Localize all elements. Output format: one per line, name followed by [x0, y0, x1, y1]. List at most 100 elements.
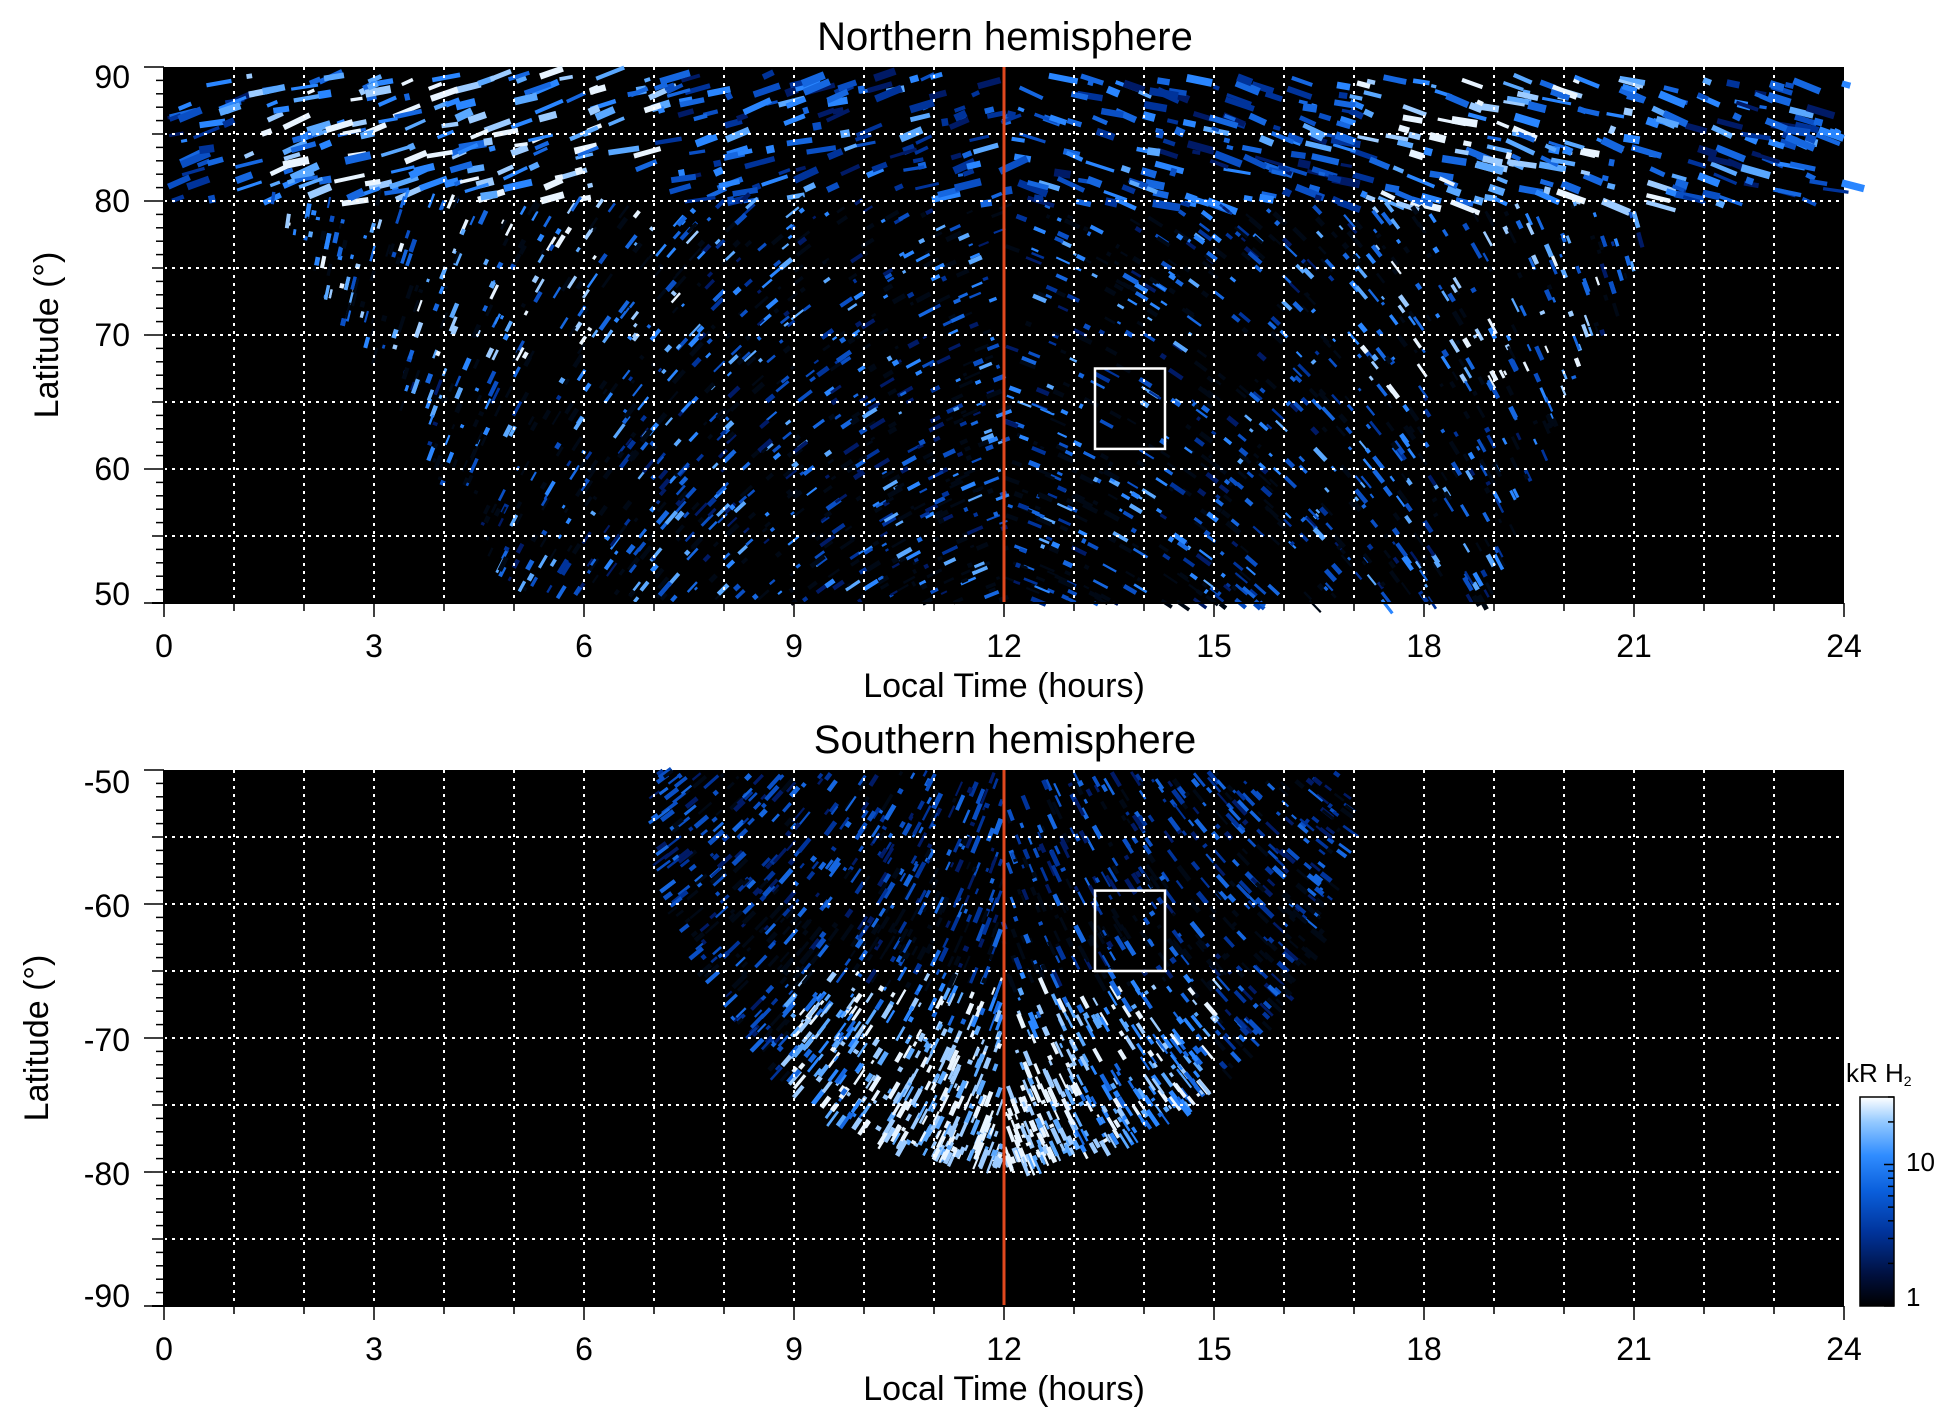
emission-streak [298, 176, 324, 189]
emission-streak [218, 95, 247, 110]
emission-streak [493, 127, 519, 138]
emission-streak [783, 113, 806, 126]
emission-streak [1143, 100, 1168, 113]
emission-streak [1592, 211, 1598, 218]
emission-streak [1211, 126, 1220, 133]
emission-streak [802, 78, 831, 96]
emission-streak [950, 152, 962, 161]
emission-streak [1080, 73, 1105, 86]
emission-streak [1236, 73, 1254, 87]
emission-streak [1166, 118, 1179, 125]
emission-streak [540, 249, 545, 255]
emission-streak [744, 155, 776, 170]
emission-streak [527, 133, 554, 143]
emission-streak [1286, 85, 1313, 100]
emission-streak [1516, 131, 1536, 143]
emission-streak [167, 174, 191, 190]
emission-streak [577, 145, 599, 158]
emission-streak [873, 457, 891, 470]
emission-streak [390, 165, 415, 174]
emission-streak [403, 93, 411, 101]
emission-streak [1564, 140, 1585, 150]
emission-streak [234, 171, 254, 185]
emission-streak [680, 73, 701, 83]
emission-streak [364, 178, 381, 187]
emission-streak [966, 160, 982, 170]
emission-streak [1402, 114, 1423, 124]
emission-streak [1156, 147, 1179, 160]
emission-streak [1332, 143, 1357, 153]
north-x-tick-9: 9 [785, 628, 803, 664]
emission-streak [998, 155, 1029, 175]
emission-streak [826, 88, 849, 104]
emission-streak [1805, 104, 1836, 120]
emission-streak [1471, 581, 1480, 591]
emission-streak [1271, 169, 1287, 177]
emission-streak [1428, 131, 1447, 144]
emission-streak [1186, 140, 1216, 155]
emission-streak [534, 140, 550, 151]
emission-streak [168, 131, 184, 138]
emission-streak [860, 318, 876, 330]
emission-streak [1655, 115, 1680, 128]
emission-streak [502, 166, 529, 181]
emission-streak [837, 79, 858, 92]
emission-streak [323, 72, 345, 82]
emission-streak [1304, 140, 1332, 152]
south-panel: Southern hemisphere 0 3 6 9 12 15 18 21 … [18, 718, 1862, 1408]
emission-streak [962, 168, 975, 177]
emission-streak [725, 332, 732, 339]
emission-streak [444, 97, 461, 108]
emission-streak [1512, 72, 1533, 85]
emission-streak [1115, 278, 1131, 290]
emission-streak [394, 185, 424, 203]
emission-streak [317, 89, 332, 100]
emission-streak [510, 117, 533, 130]
emission-streak [1538, 161, 1567, 173]
emission-streak [1336, 120, 1351, 130]
north-x-tick-0: 0 [155, 628, 173, 664]
emission-streak [1505, 138, 1536, 156]
emission-streak [695, 133, 718, 148]
emission-streak [953, 178, 982, 192]
emission-streak [1103, 190, 1128, 202]
emission-streak [607, 116, 625, 127]
emission-streak [840, 163, 861, 177]
emission-streak [655, 510, 670, 525]
emission-streak [1385, 133, 1409, 142]
emission-streak [467, 111, 487, 124]
emission-streak [1759, 105, 1767, 110]
emission-streak [1118, 508, 1123, 513]
emission-streak [566, 275, 578, 290]
emission-streak [1349, 94, 1363, 101]
emission-streak [1805, 172, 1816, 182]
emission-streak [1368, 156, 1391, 171]
emission-streak [1600, 197, 1632, 216]
emission-streak [1268, 452, 1273, 458]
emission-streak [874, 84, 903, 103]
emission-streak [1503, 99, 1525, 107]
emission-streak [1338, 91, 1348, 100]
emission-streak [449, 161, 473, 174]
emission-streak [1543, 243, 1554, 258]
emission-streak [1665, 188, 1677, 197]
emission-streak [627, 556, 641, 572]
emission-streak [1516, 90, 1539, 101]
emission-streak [1291, 75, 1313, 87]
emission-streak [1412, 78, 1430, 86]
emission-streak [469, 457, 479, 474]
emission-streak [670, 173, 697, 184]
emission-streak [293, 93, 320, 103]
emission-streak [1483, 589, 1490, 598]
emission-streak [177, 101, 193, 111]
emission-streak [969, 134, 990, 143]
emission-streak [246, 73, 253, 79]
emission-streak [1801, 196, 1817, 207]
emission-streak [1539, 178, 1554, 188]
emission-streak [1505, 151, 1512, 160]
emission-streak [1623, 272, 1628, 279]
emission-streak [401, 77, 414, 87]
emission-streak [1404, 514, 1413, 525]
emission-streak [786, 137, 813, 147]
emission-streak [1391, 268, 1399, 275]
